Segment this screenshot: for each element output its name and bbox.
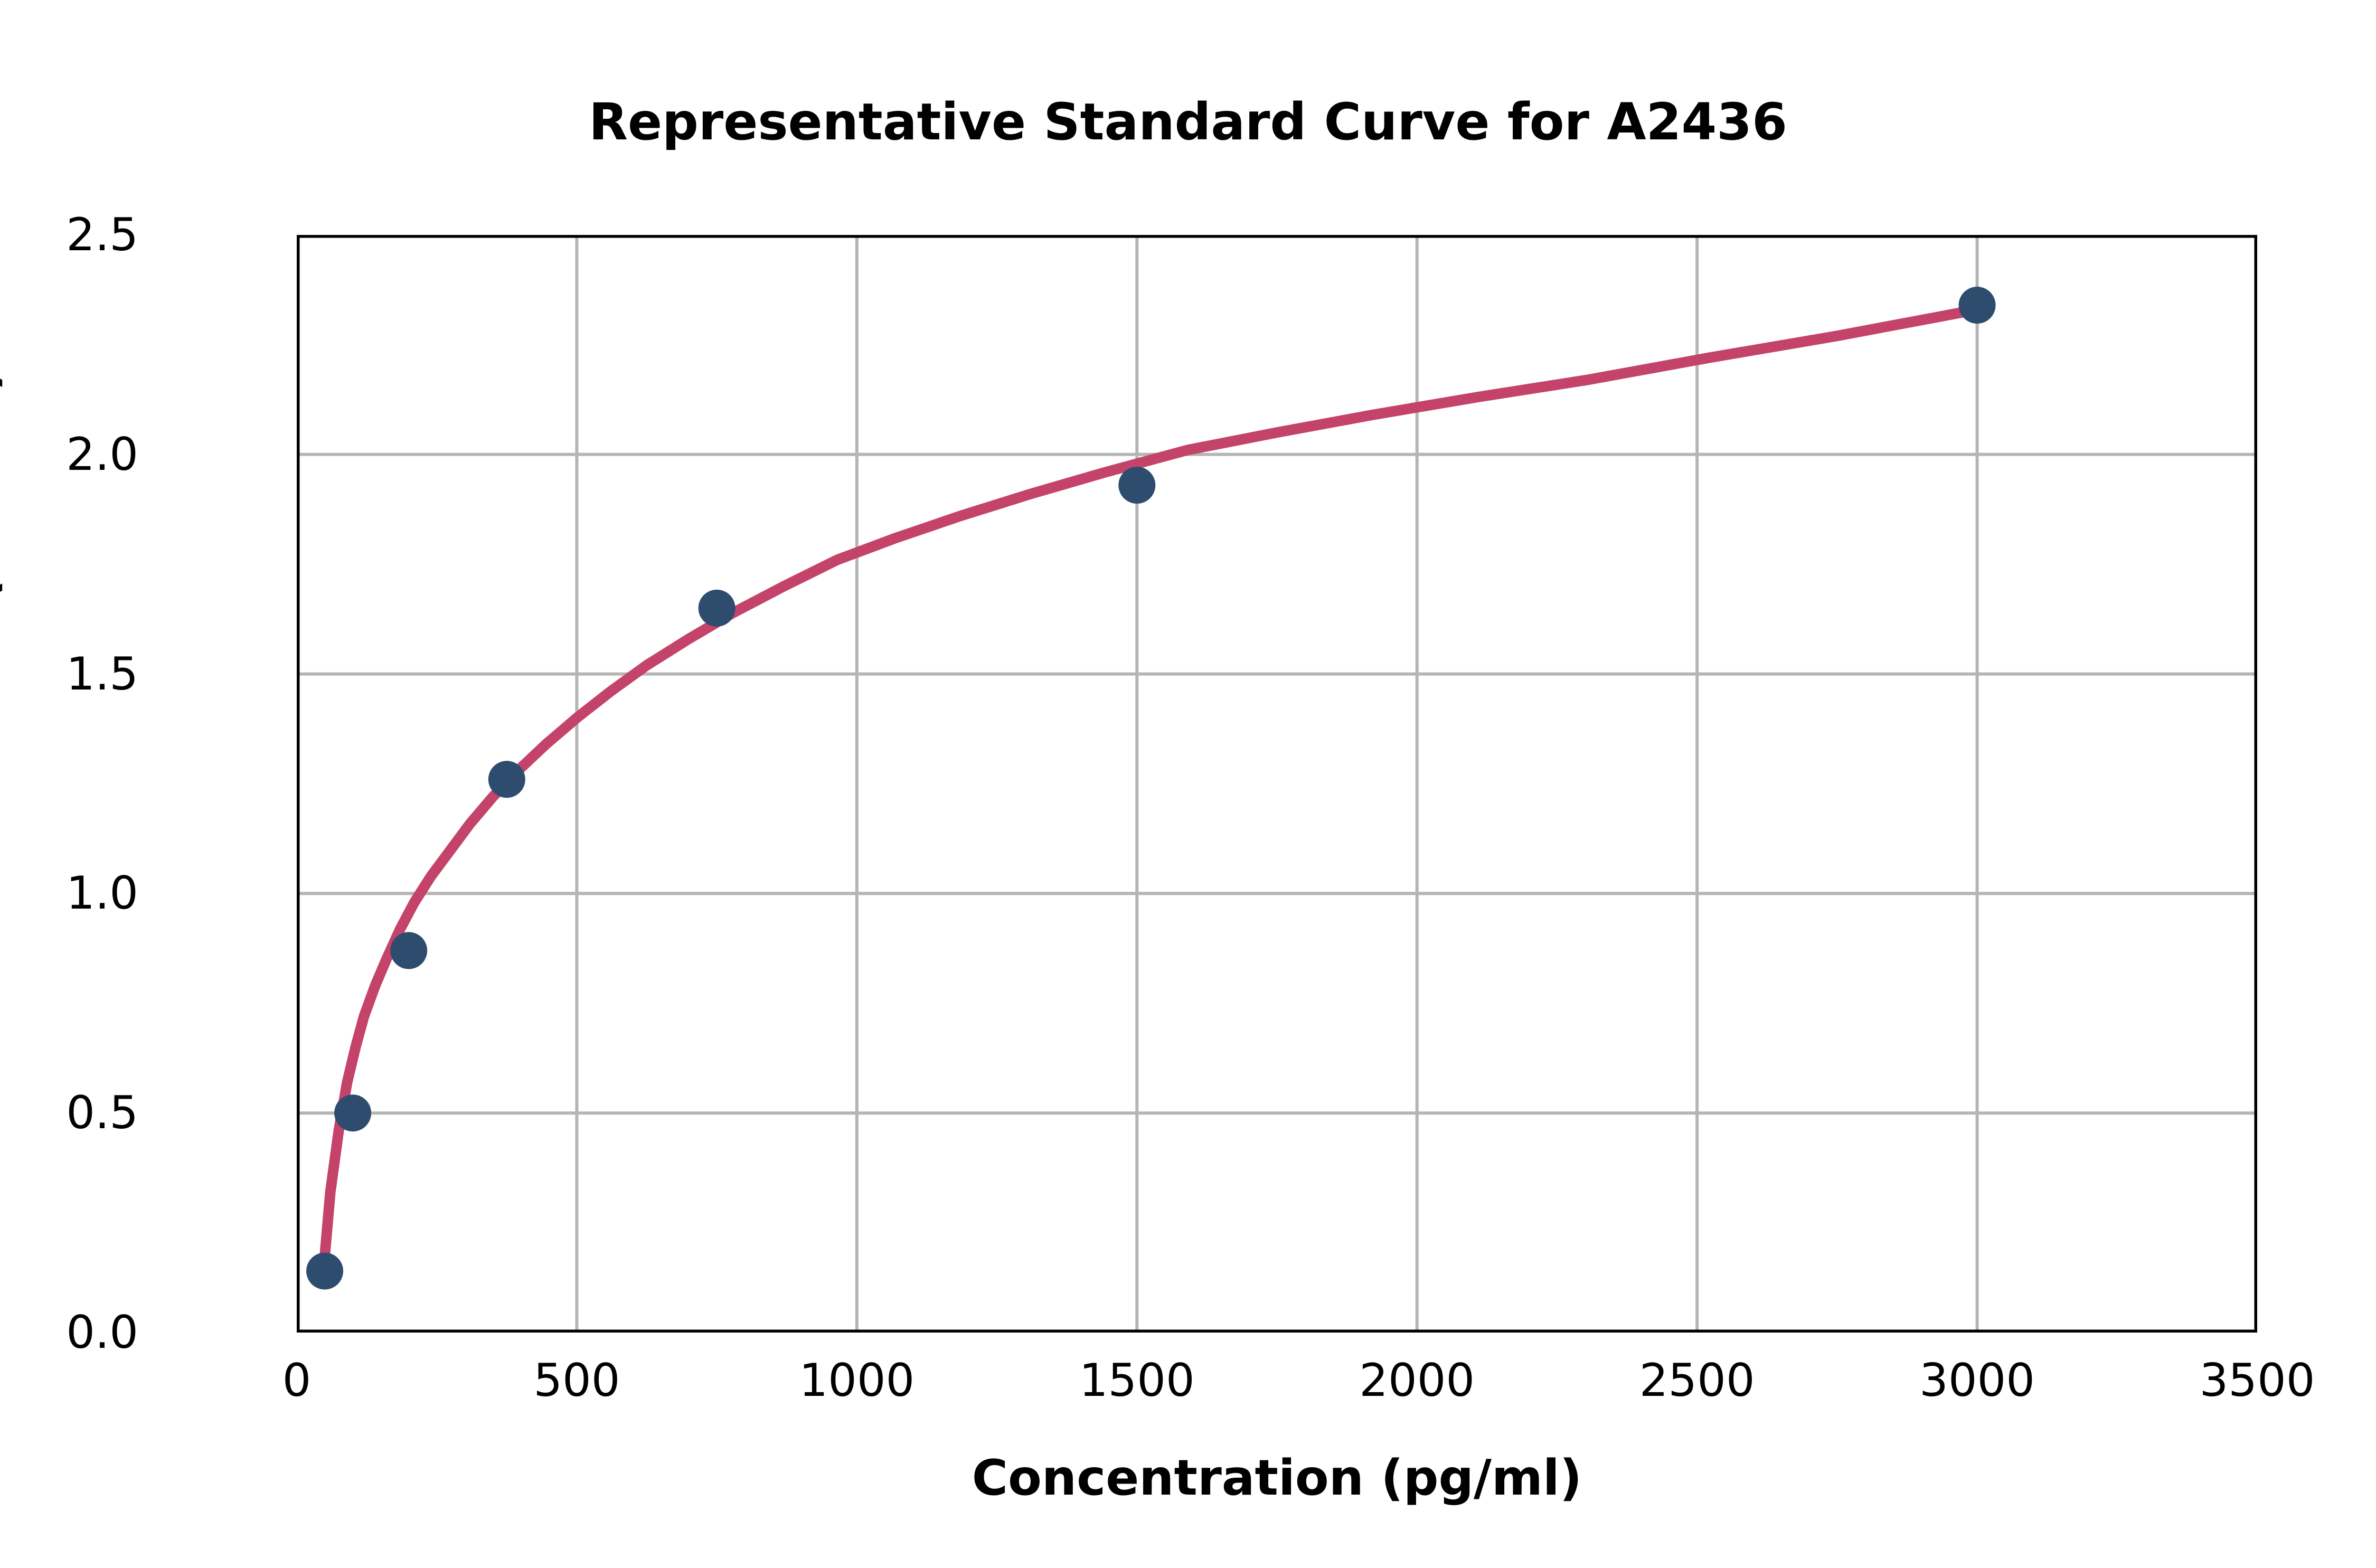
xtick-label: 1500 xyxy=(1079,1354,1195,1407)
plot-area xyxy=(297,235,2257,1333)
ytick-label: 1.0 xyxy=(66,867,138,920)
xtick-label: 3500 xyxy=(2199,1354,2315,1407)
data-point xyxy=(334,1094,372,1132)
y-gridlines xyxy=(297,452,2257,1115)
ytick-label: 0.5 xyxy=(66,1087,138,1140)
ytick-label: 2.5 xyxy=(66,209,138,261)
data-point-markers xyxy=(306,287,1996,1290)
y-axis-label: Absorbance (450nm) xyxy=(0,368,7,946)
axes-spines xyxy=(297,235,2257,1333)
x-axis-label: Concentration (pg/ml) xyxy=(972,1449,1582,1506)
fit-curve-line xyxy=(317,304,1983,1281)
data-point xyxy=(488,761,525,798)
ytick-label: 0.0 xyxy=(66,1306,138,1359)
xtick-label: 2500 xyxy=(1639,1354,1755,1407)
data-point xyxy=(698,589,736,627)
plot-svg xyxy=(297,235,2257,1333)
xtick-label: 3000 xyxy=(1919,1354,2035,1407)
data-point xyxy=(1958,287,1996,324)
data-point xyxy=(390,932,428,969)
xtick-label: 0 xyxy=(282,1354,312,1407)
axis-tick-marks xyxy=(297,235,2257,1333)
data-point xyxy=(1118,467,1156,504)
x-gridlines xyxy=(575,235,1979,1333)
plot-frame xyxy=(297,235,2257,1333)
data-point xyxy=(306,1252,344,1290)
ytick-label: 2.0 xyxy=(66,428,138,481)
ytick-label: 1.5 xyxy=(66,647,138,701)
xtick-label: 1000 xyxy=(799,1354,915,1407)
xtick-label: 500 xyxy=(533,1354,620,1407)
chart-title: Representative Standard Curve for A2436 xyxy=(589,92,1787,152)
xtick-label: 2000 xyxy=(1359,1354,1475,1407)
